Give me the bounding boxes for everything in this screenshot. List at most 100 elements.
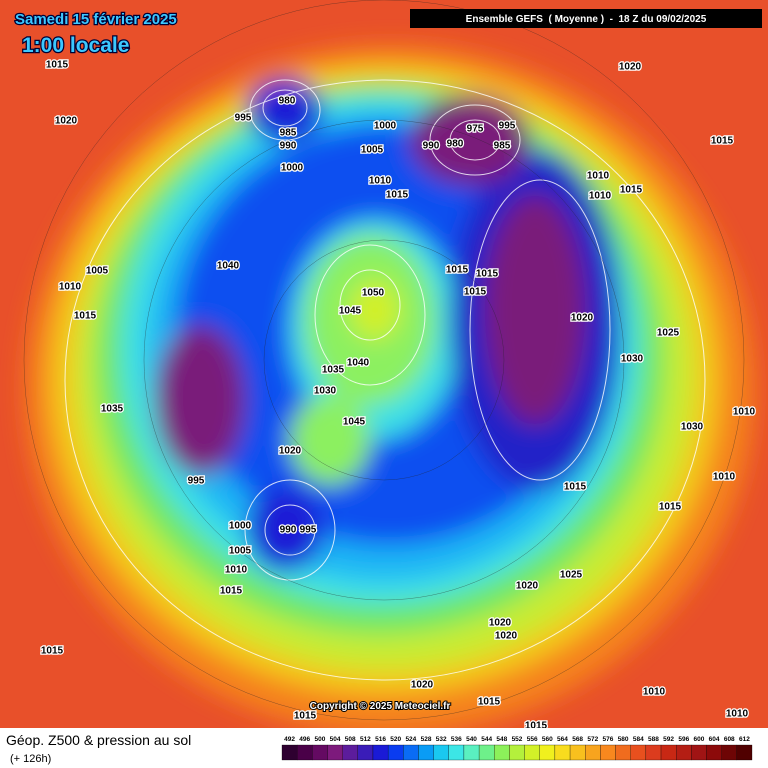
- isobar-label: 1015: [476, 269, 499, 280]
- scale-swatch: [524, 744, 540, 761]
- isobar-label: 1010: [726, 709, 749, 720]
- isobar-label: 1025: [657, 328, 680, 339]
- scale-label: 592: [663, 736, 674, 743]
- isobar-label: 980: [447, 139, 464, 150]
- isobar-label: 1015: [446, 265, 469, 276]
- isobar-label: 1020: [411, 680, 434, 691]
- scale-swatch: [554, 744, 571, 761]
- isobar-lines: [64, 79, 706, 681]
- scale-label: 516: [375, 736, 386, 743]
- model: Ensemble GEFS ( Moyenne ) - 18 Z du 09/0…: [466, 14, 707, 25]
- graticule: [23, 0, 745, 721]
- scale-swatch: [297, 744, 313, 761]
- isobar-label: 1030: [621, 354, 644, 365]
- scale-swatch: [539, 744, 556, 761]
- isobar-label: 995: [235, 113, 252, 124]
- scale-swatch: [387, 744, 404, 761]
- isobar-label: 1045: [339, 306, 362, 317]
- scale-label: 544: [481, 736, 492, 743]
- scale-swatch: [418, 744, 434, 761]
- isobar-label: 1045: [343, 417, 366, 428]
- isobar-label: 1015: [711, 136, 734, 147]
- scale-swatch: [327, 744, 343, 761]
- scale-label: 552: [512, 736, 523, 743]
- scale-swatch: [342, 744, 358, 761]
- isobar-label: 1050: [362, 288, 385, 299]
- isobar-label: 995: [499, 121, 516, 132]
- scale-label: 504: [330, 736, 341, 743]
- isobar-label: 1015: [74, 311, 97, 322]
- isobar-label: 1010: [589, 191, 612, 202]
- scale-swatch: [448, 744, 465, 761]
- isobar-label: 1010: [587, 171, 610, 182]
- isobar-label: 995: [188, 476, 205, 487]
- isobar-label: 1040: [347, 358, 370, 369]
- isobar-label: 990: [280, 525, 297, 536]
- isobar-label: 995: [300, 525, 317, 536]
- scale-swatch: [478, 744, 495, 761]
- isobar-label: 1015: [464, 287, 487, 298]
- scale-swatch: [736, 744, 753, 761]
- isobar-label: 990: [423, 141, 440, 152]
- isobar-label: 1020: [489, 618, 512, 629]
- date: Samedi 15 février 2025: [15, 11, 177, 28]
- scale-label: 604: [709, 736, 720, 743]
- scale-swatch: [509, 744, 525, 761]
- isobar-label: 1005: [229, 546, 252, 557]
- scale-label: 564: [557, 736, 568, 743]
- isobar-label: 1015: [294, 711, 317, 722]
- scale-label: 508: [345, 736, 356, 743]
- isobar-label: 1015: [41, 646, 64, 657]
- isobar-label: 1010: [713, 472, 736, 483]
- footer-title: Géop. Z500 & pression au sol: [6, 732, 191, 748]
- isobar-label: 1010: [733, 407, 756, 418]
- isobar-label: 985: [280, 128, 297, 139]
- copyright: Copyright © 2025 Meteociel.fr: [310, 701, 451, 712]
- scale-swatch: [585, 744, 601, 761]
- isobar-label: 1010: [225, 565, 248, 576]
- isobar-label: 1020: [516, 581, 539, 592]
- scale-label: 492: [284, 736, 295, 743]
- scale-label: 532: [436, 736, 447, 743]
- isobar-label: 1005: [361, 145, 384, 156]
- scale-label: 584: [633, 736, 644, 743]
- scale-label: 540: [466, 736, 477, 743]
- isobar-label: 1015: [478, 697, 501, 708]
- isobar-label: 1015: [46, 60, 69, 71]
- isobar-label: 1000: [229, 521, 252, 532]
- scale-label: 548: [496, 736, 507, 743]
- isobar-label: 980: [279, 96, 296, 107]
- isobar-label: 1010: [643, 687, 666, 698]
- scale-label: 528: [421, 736, 432, 743]
- scale-swatch: [357, 744, 374, 761]
- scale-swatch: [281, 744, 298, 761]
- scale-swatch: [600, 744, 616, 761]
- scale-label: 524: [405, 736, 416, 743]
- scale-swatch: [660, 744, 677, 761]
- isobar-label: 1015: [220, 586, 243, 597]
- scale-swatch: [676, 744, 692, 761]
- isobar-label: 1015: [659, 502, 682, 513]
- isobar-label: 1010: [369, 176, 392, 187]
- isobar-label: 1030: [681, 422, 704, 433]
- isobar-label: 1015: [620, 185, 643, 196]
- scale-label: 568: [572, 736, 583, 743]
- isobar-label: 1020: [495, 631, 518, 642]
- model-box: [410, 9, 762, 28]
- footer-lead: (+ 126h): [10, 753, 51, 765]
- scale-swatch: [691, 744, 707, 761]
- isobar-label: 990: [280, 141, 297, 152]
- scale-label: 580: [618, 736, 629, 743]
- scale-swatch: [494, 744, 510, 761]
- geopotential-field: [25, 45, 755, 735]
- scale-label: 500: [314, 736, 325, 743]
- isobar-label: 1000: [281, 163, 304, 174]
- scale-swatch: [706, 744, 722, 761]
- isobar-label: 985: [494, 141, 511, 152]
- scale-label: 588: [648, 736, 659, 743]
- isobar-label: 975: [467, 124, 484, 135]
- isobar-label: 1020: [619, 62, 642, 73]
- isobar-label: 1020: [279, 446, 302, 457]
- scale-label: 572: [587, 736, 598, 743]
